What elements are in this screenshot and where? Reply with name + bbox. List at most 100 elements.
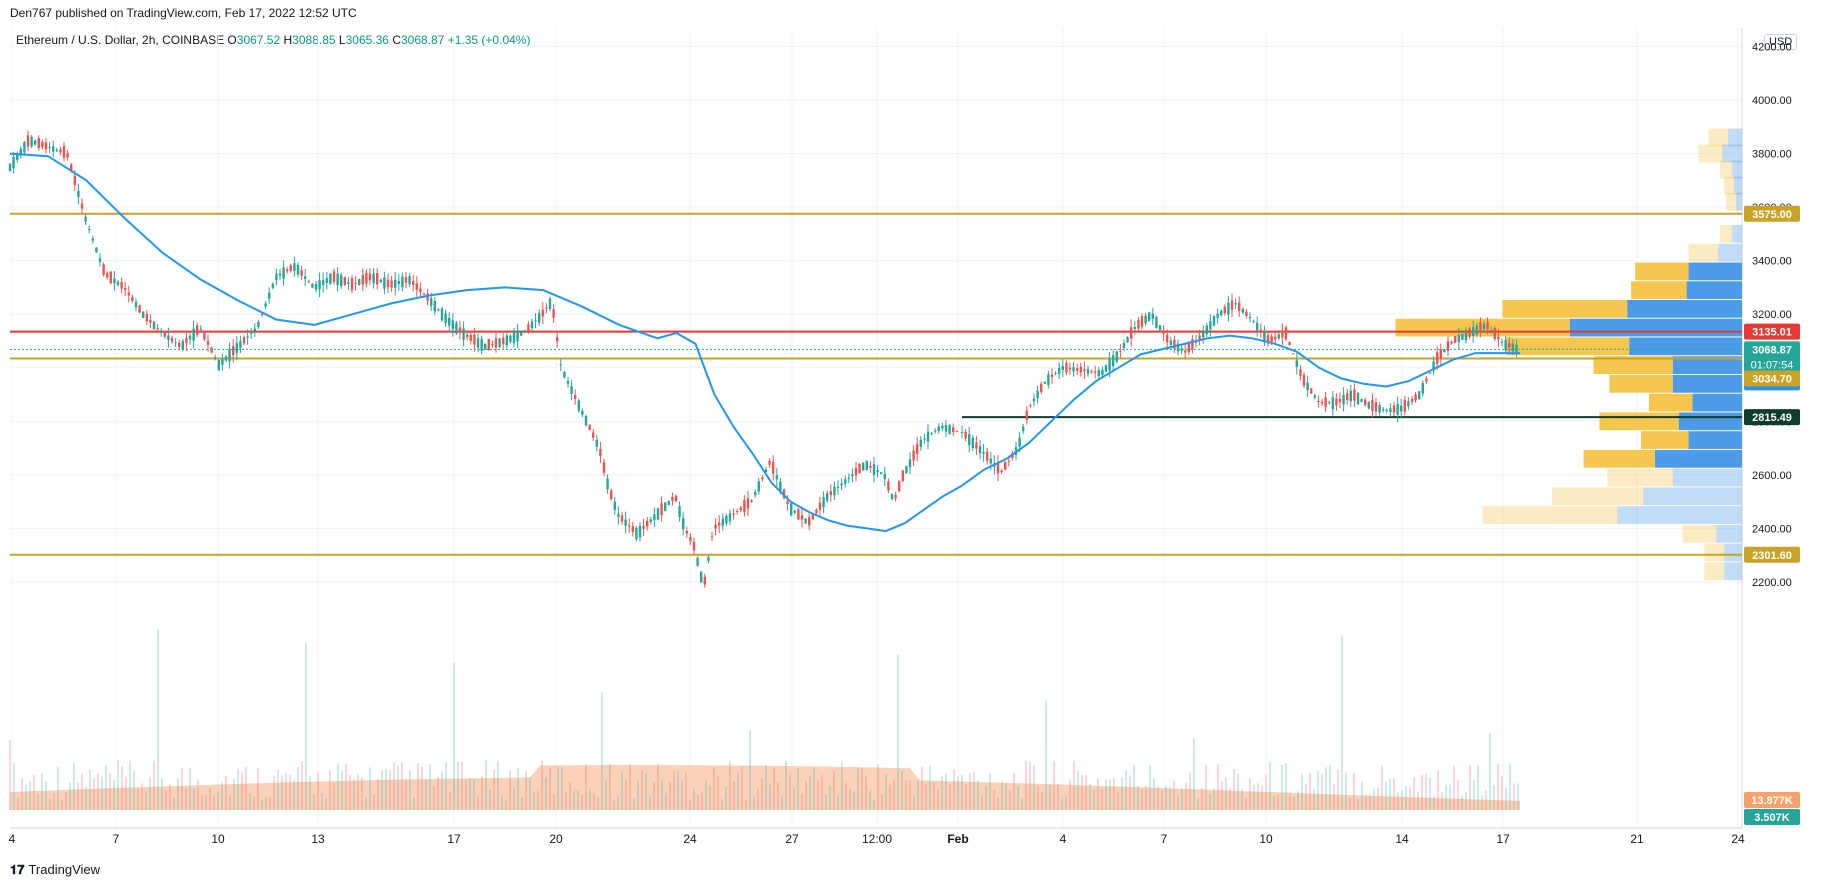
candle-body	[696, 557, 699, 566]
candle-body	[142, 311, 145, 318]
candle-body	[1198, 335, 1201, 340]
candle-body	[851, 474, 854, 477]
candle-body	[660, 503, 663, 516]
candle-body	[494, 338, 498, 348]
candle-body	[1259, 329, 1262, 332]
candle-body	[120, 282, 123, 289]
candle-body	[1115, 351, 1118, 362]
y-tick-label: 3400.00	[1752, 256, 1792, 268]
candle-body	[12, 156, 15, 169]
candle-body	[170, 337, 174, 342]
y-tick-label: 4000.00	[1752, 95, 1792, 107]
candle-body	[1180, 348, 1183, 351]
x-tick-label: 4	[1060, 832, 1067, 846]
candle-body	[689, 537, 692, 542]
candle-body	[901, 470, 904, 482]
candle-body	[1191, 339, 1194, 350]
candle-body	[300, 270, 303, 276]
candle-body	[102, 264, 105, 275]
candle-body	[674, 495, 678, 502]
currency-button[interactable]: USD	[1764, 34, 1798, 50]
candle-body	[919, 439, 922, 447]
open-label: O	[227, 33, 237, 47]
candle-body	[1500, 341, 1504, 343]
candle-body	[1097, 370, 1100, 376]
candle-body	[772, 462, 775, 474]
candle-body	[692, 541, 696, 551]
candle-body	[278, 273, 282, 276]
candle-body	[275, 273, 278, 281]
candle-body	[808, 517, 811, 526]
x-tick-label: 12:00	[862, 832, 892, 846]
volume-profile-blue-bar	[1672, 468, 1742, 487]
candle-body	[1396, 404, 1399, 415]
candle-body	[952, 427, 955, 432]
candle-body	[152, 321, 156, 330]
moving-average-line	[9, 152, 963, 533]
candle-body	[1482, 323, 1486, 330]
candle-body	[1040, 383, 1043, 393]
candle-body	[1367, 401, 1370, 409]
symbol-name[interactable]: Ethereum / U.S. Dollar, 2h, COINBASE	[16, 33, 225, 47]
candle-body	[865, 460, 868, 471]
candle-body	[923, 438, 926, 440]
candle-body	[127, 292, 130, 296]
candle-body	[570, 386, 573, 395]
candle-body	[916, 443, 919, 455]
candle-body	[178, 342, 181, 347]
candle-body	[822, 497, 825, 508]
candle-body	[1432, 361, 1435, 371]
candle-body	[181, 340, 184, 350]
candle-body	[289, 265, 292, 271]
candle-body	[1356, 393, 1360, 405]
volume-profile-gold-bar	[1502, 299, 1628, 318]
candle-body	[512, 332, 516, 343]
candle-body	[732, 513, 735, 515]
candle-body	[700, 571, 703, 583]
candle-body	[1241, 308, 1244, 313]
close-value: 3068.87	[401, 33, 445, 47]
candle-body	[304, 276, 307, 279]
candle-body	[397, 280, 400, 285]
candle-body	[1072, 367, 1075, 372]
candle-body	[340, 275, 343, 287]
tradingview-footer[interactable]: 𝟏𝟕 TradingView	[10, 862, 100, 878]
candle-body	[214, 357, 217, 359]
countdown-tag: 01:07:54	[1751, 359, 1794, 371]
candle-body	[1176, 343, 1180, 352]
candle-body	[754, 492, 757, 496]
candle-body	[322, 280, 325, 285]
high-label: H	[283, 33, 293, 47]
candle-body	[941, 425, 944, 429]
candle-body	[1335, 398, 1338, 406]
change-value: +1.35 (+0.04%)	[447, 33, 531, 47]
candle-body	[790, 503, 793, 516]
candle-body	[34, 140, 37, 145]
candle-body	[401, 276, 404, 288]
candle-body	[1122, 342, 1126, 348]
x-tick-label: 10	[211, 832, 225, 846]
candle-body	[1130, 327, 1133, 339]
candle-body	[779, 481, 782, 491]
candle-body	[19, 148, 22, 156]
candle-body	[318, 280, 321, 290]
candle-body	[887, 481, 890, 491]
candle-body	[964, 431, 967, 439]
candle-body	[710, 536, 714, 538]
candle-body	[1000, 470, 1003, 473]
candle-body	[1338, 398, 1342, 403]
candle-body	[476, 338, 480, 348]
publisher-line: Den767 published on TradingView.com, Feb…	[10, 6, 357, 20]
candle-body	[1216, 313, 1219, 319]
candle-body	[581, 410, 584, 415]
candle-body	[1454, 336, 1457, 344]
candle-body	[761, 477, 764, 480]
volume-profile-blue-bar	[1718, 243, 1742, 262]
candle-body	[458, 327, 462, 333]
candle-body	[44, 142, 48, 150]
candle-body	[649, 519, 652, 522]
candle-body	[232, 346, 235, 356]
candle-body	[617, 513, 620, 517]
candle-body	[448, 317, 451, 326]
